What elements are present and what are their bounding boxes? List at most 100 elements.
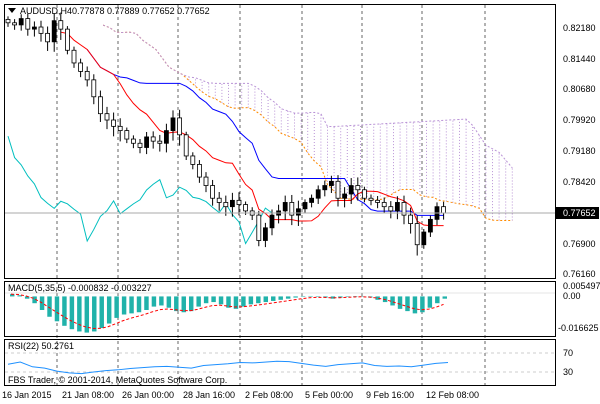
macd-bar xyxy=(69,296,75,330)
macd-bar xyxy=(84,296,90,333)
candle-body xyxy=(210,185,216,199)
candle-body xyxy=(32,26,37,30)
macd-bar xyxy=(278,296,283,300)
candle-body xyxy=(18,18,24,26)
macd-bar xyxy=(92,296,97,332)
candle-body xyxy=(45,32,50,43)
candle-body xyxy=(328,180,334,186)
candle-body xyxy=(229,199,235,208)
candle-body xyxy=(441,206,447,214)
candle-body xyxy=(401,202,407,216)
candle-body xyxy=(104,113,110,121)
candle-body xyxy=(414,223,420,246)
macd-bar xyxy=(248,296,254,305)
time-tick: 21 Jan 08:00 xyxy=(62,390,114,400)
price-tick: 0.82180 xyxy=(563,23,596,33)
macd-tick-bottom: -0.016625 xyxy=(558,323,599,333)
price-tick: 0.78420 xyxy=(563,177,596,187)
macd-bar xyxy=(315,296,321,297)
macd-bar xyxy=(442,296,447,299)
candle-body xyxy=(177,117,183,136)
candle-body xyxy=(421,231,427,246)
symbol-label: AUDUSD,H4 xyxy=(20,6,72,16)
macd-bar xyxy=(256,296,261,304)
candle-body xyxy=(302,202,308,210)
macd-label: MACD(5,35,5) -0.000832 -0.003227 xyxy=(8,283,152,293)
candle-body xyxy=(78,62,83,72)
macd-bar xyxy=(129,296,134,314)
macd-bar xyxy=(390,296,395,306)
candle-body xyxy=(51,20,57,43)
candle-body xyxy=(58,20,64,30)
candle-body xyxy=(289,202,295,216)
candle-body xyxy=(394,202,400,212)
macd-bar xyxy=(54,296,60,322)
candle-body xyxy=(150,136,156,142)
macd-bar xyxy=(345,296,351,297)
candle-body xyxy=(117,125,123,131)
macd-bar xyxy=(106,296,112,324)
macd-bar xyxy=(77,296,82,332)
candle-body xyxy=(342,193,348,199)
candle-body xyxy=(243,204,249,212)
candle-body xyxy=(322,185,328,191)
candle-body xyxy=(295,208,301,216)
macd-bar xyxy=(24,296,30,299)
candle-body xyxy=(375,199,381,203)
candle-body xyxy=(361,189,367,199)
macd-bar xyxy=(405,296,410,312)
ohlc-readout: 0.77878 0.77889 0.77652 0.77652 xyxy=(72,6,210,16)
candle-body xyxy=(216,197,222,203)
macd-tick-zero: 0.00 xyxy=(563,291,581,301)
time-tick: 28 Jan 16:00 xyxy=(183,390,235,400)
time-tick: 12 Feb 08:00 xyxy=(426,390,479,400)
candle-body xyxy=(315,189,321,199)
macd-bar xyxy=(263,296,269,303)
price-tick: 0.79920 xyxy=(563,115,596,125)
macd-bar xyxy=(166,296,172,308)
macd-bar xyxy=(151,296,157,307)
rsi-pane-frame xyxy=(4,339,556,386)
candle-body xyxy=(196,164,202,178)
candle-body xyxy=(203,176,209,186)
macd-bar xyxy=(188,296,194,312)
macd-bar xyxy=(412,296,418,314)
time-tick: 9 Feb 16:00 xyxy=(366,390,414,400)
candle-body xyxy=(84,71,90,81)
time-tick: 5 Feb 00:00 xyxy=(305,390,353,400)
candle-body xyxy=(262,227,268,241)
candle-body xyxy=(355,185,361,191)
macd-bar xyxy=(218,296,224,305)
candle-body xyxy=(163,130,169,144)
macd-bar xyxy=(308,295,313,297)
macd-bar xyxy=(47,296,52,317)
macd-bar xyxy=(99,296,104,329)
chikou-span-line xyxy=(7,135,273,245)
macd-bar xyxy=(32,296,37,304)
rsi-tick-70: 70 xyxy=(563,348,573,358)
price-tick: 0.80680 xyxy=(563,84,596,94)
candle-body xyxy=(183,134,189,157)
macd-bar xyxy=(159,296,164,306)
candle-body xyxy=(98,96,103,115)
macd-bar xyxy=(397,296,403,309)
macd-bar xyxy=(62,296,67,326)
time-axis: 16 Jan 2015 21 Jan 08:00 26 Jan 00:00 28… xyxy=(2,390,479,400)
candle-body xyxy=(65,28,70,51)
candle-body xyxy=(236,199,242,205)
copyright-text: FBS Trader, © 2001-2014, MetaQuotes Soft… xyxy=(8,375,227,385)
current-price-label: 0.77652 xyxy=(563,208,596,218)
time-tick: 2 Feb 08:00 xyxy=(245,390,293,400)
macd-bar xyxy=(136,296,142,313)
macd-histogram xyxy=(10,294,447,333)
macd-bar xyxy=(285,296,291,299)
candle-body xyxy=(256,214,262,241)
senkou-span-b-line xyxy=(102,24,513,169)
candle-body xyxy=(223,202,229,208)
candle-body xyxy=(157,140,163,144)
chart-menu-icon[interactable] xyxy=(8,8,16,13)
macd-tick-top: 0.005497 xyxy=(563,281,600,291)
macd-bar xyxy=(420,296,425,313)
candle-body xyxy=(91,79,97,98)
candle-body xyxy=(5,19,11,24)
